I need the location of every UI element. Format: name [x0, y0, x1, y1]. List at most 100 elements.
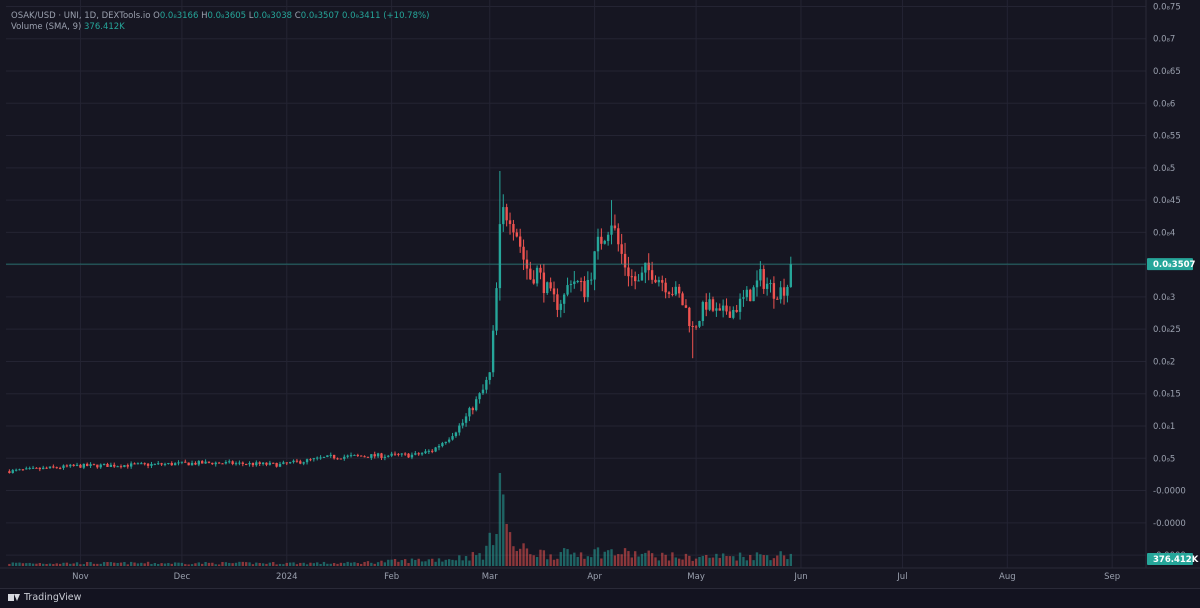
candle-body	[255, 462, 258, 466]
candle	[251, 462, 255, 468]
volume-bar	[102, 562, 106, 566]
candle-body	[647, 262, 650, 271]
candle-body	[62, 465, 65, 468]
candle	[312, 457, 316, 462]
last-volume-label: 376.412K	[1153, 555, 1199, 565]
candle-body	[613, 225, 617, 229]
candle	[637, 274, 640, 282]
candle	[556, 288, 559, 318]
volume-bar	[705, 554, 708, 566]
volume-bar	[721, 553, 725, 566]
volume-bar	[749, 554, 752, 566]
candle	[72, 463, 75, 467]
volume-bar	[11, 562, 14, 566]
volume-bar	[414, 559, 417, 566]
volume-bar	[420, 561, 424, 566]
chart-background	[0, 0, 1200, 588]
volume-bar	[552, 559, 556, 566]
candle	[657, 276, 661, 287]
volume-bar	[366, 561, 370, 566]
last-price-badge	[1147, 258, 1193, 271]
legend-row-price: OSAK/USD · UNI, 1D, DEXTools.io O0.0₈316…	[11, 11, 429, 22]
candle-body	[89, 464, 92, 466]
candle	[495, 282, 498, 336]
candle	[664, 278, 667, 299]
candle-body	[190, 462, 194, 466]
candle	[45, 466, 48, 470]
candle-body	[552, 288, 556, 295]
volume-bar	[620, 554, 623, 566]
volume-bar	[529, 554, 532, 566]
price-tick-label: -0.0000	[1153, 519, 1186, 529]
candle-body	[539, 267, 542, 273]
candle-body	[167, 462, 170, 464]
candle	[228, 459, 231, 464]
candle	[471, 406, 475, 415]
candle-body	[431, 450, 434, 452]
price-axis[interactable]: 0.0₈75 0.0₈7 0.0₈65 0.0₈6 0.0₈55 0.0₈5 0.0₈45 0…	[1145, 0, 1200, 568]
candle	[201, 460, 204, 464]
legend-symbol[interactable]: OSAK/USD · UNI, 1D, DEXTools.io	[11, 11, 151, 21]
candle	[343, 454, 346, 461]
volume-bar	[596, 547, 600, 566]
candle	[498, 171, 502, 301]
candle	[769, 279, 772, 293]
volume-bar	[146, 561, 150, 566]
legend-volume-label[interactable]: Volume (SMA, 9)	[11, 22, 82, 32]
chart-canvas[interactable]: 0.0₈75 0.0₈7 0.0₈65 0.0₈6 0.0₈55 0.0₈5 0.0₈45 0…	[0, 0, 1200, 588]
brand[interactable]: TradingView	[8, 592, 81, 603]
candle	[650, 261, 654, 284]
candle-body	[573, 281, 576, 285]
candle	[204, 459, 207, 464]
candle	[373, 451, 376, 459]
candle	[353, 454, 356, 456]
volume-bar	[319, 563, 322, 566]
candle-body	[123, 465, 126, 468]
candle-body	[58, 467, 62, 469]
candle	[529, 261, 532, 280]
candle	[742, 289, 745, 307]
candle-body	[150, 463, 153, 466]
candle-body	[18, 469, 21, 471]
candle-body	[45, 467, 48, 469]
candle-body	[617, 228, 620, 245]
candle	[52, 464, 55, 469]
candle-body	[272, 462, 275, 464]
candle-body	[184, 461, 187, 463]
candle	[113, 462, 116, 468]
candle-body	[427, 450, 431, 452]
candle-body	[319, 457, 322, 459]
candle	[302, 461, 305, 466]
volume-bar	[644, 552, 647, 566]
candle-body	[343, 456, 346, 459]
volume-bar	[197, 562, 201, 566]
candle	[28, 466, 31, 470]
volume-bar	[363, 561, 366, 566]
candle-body	[160, 463, 163, 465]
candle-body	[464, 416, 468, 423]
candle	[735, 304, 738, 313]
candle-body	[698, 321, 701, 327]
volume-bar	[217, 564, 221, 566]
volume-bars	[8, 473, 792, 566]
price-tick-label: 0.0₈3	[1153, 293, 1175, 303]
candle	[671, 287, 674, 297]
candle	[102, 463, 106, 466]
candle-body	[600, 236, 603, 244]
candle-body	[664, 282, 667, 293]
volume-bar	[123, 562, 126, 566]
candle-body	[387, 455, 390, 457]
candle-body	[349, 455, 353, 457]
volume-bar	[376, 562, 380, 566]
candle-body	[157, 463, 160, 465]
candle	[35, 467, 38, 469]
volume-bar	[769, 560, 772, 566]
volume-bar	[684, 553, 688, 566]
candle-body	[197, 461, 201, 465]
volume-bar	[383, 562, 387, 566]
candle	[387, 454, 390, 458]
candle-body	[99, 464, 102, 468]
time-axis[interactable]: Nov Dec 2024 Feb Mar Apr May Jun Jul Aug Sep	[0, 567, 1200, 582]
volume-bar	[278, 563, 282, 566]
